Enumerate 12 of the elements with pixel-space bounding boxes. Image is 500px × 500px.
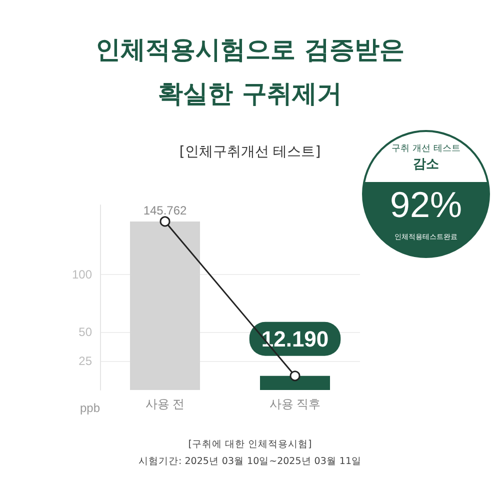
chart-title: 인체적용시험으로 검증받은 확실한 구취제거 xyxy=(94,34,406,110)
text: 시험기간: 2025년 03월 10일~2025년 03월 11일 xyxy=(138,455,362,469)
y-tick-label: 100 xyxy=(72,267,92,282)
y-tick-label: 25 xyxy=(78,354,92,368)
x-tick-label: 사용 직후 xyxy=(269,397,321,411)
chart-subtitle: [인체구취개선 테스트] xyxy=(179,144,321,160)
text: [구취에 대한 인체적용시험] xyxy=(187,438,313,452)
y-axis-title: ppb xyxy=(80,401,100,415)
x-tick-label: 사용 전 xyxy=(145,397,185,411)
y-tick-label: 50 xyxy=(78,325,92,340)
data-label: 12.190 xyxy=(261,326,329,352)
data-label: 145.762 xyxy=(143,203,188,218)
